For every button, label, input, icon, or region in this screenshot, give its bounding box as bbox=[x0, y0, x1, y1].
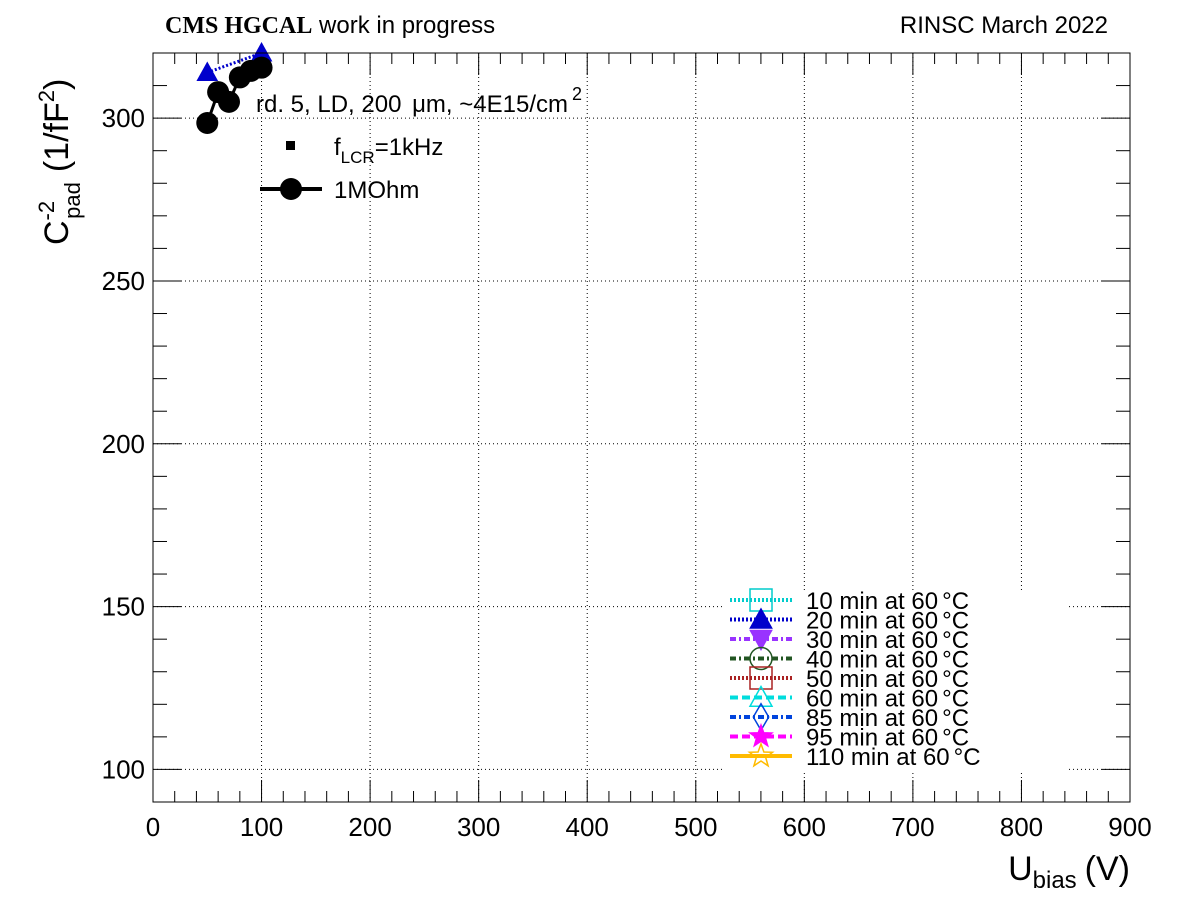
legend-label-3: 40 min at 60 °C bbox=[806, 647, 969, 674]
header-right: RINSC March 2022 bbox=[899, 12, 1108, 39]
x-tick-label: 700 bbox=[891, 812, 934, 842]
legend-marker-7 bbox=[748, 722, 774, 748]
sample-annotation: rd. 5, LD, 200 μm, ~4E15/cm 2 bbox=[256, 84, 582, 118]
y-axis-unit-sup: 2 bbox=[34, 90, 59, 102]
legend-label-1: 20 min at 60 °C bbox=[806, 608, 969, 635]
series-point-1 bbox=[196, 61, 219, 82]
x-tick-label: 400 bbox=[566, 812, 609, 842]
legend-series-name: 110 min at 60 bbox=[806, 744, 950, 771]
sample-label: rd. 5, LD, 200 bbox=[256, 91, 401, 118]
x-tick-label: 500 bbox=[674, 812, 717, 842]
y-axis-main: C bbox=[38, 220, 76, 245]
y-axis-unit: (1/fF bbox=[38, 102, 76, 172]
fluence-label: ~4E15/cm bbox=[459, 91, 568, 118]
legend-label-7: 95 min at 60 °C bbox=[806, 725, 969, 752]
legend-marker-5 bbox=[748, 684, 774, 708]
legend-marker-8 bbox=[747, 741, 775, 768]
y-tick-label: 100 bbox=[102, 754, 145, 784]
black-data-point bbox=[217, 90, 240, 113]
unit-um-label: μm, bbox=[412, 91, 453, 118]
y-tick-labels: 100 150 200 250 300 bbox=[102, 103, 145, 784]
x-tick-label: 200 bbox=[348, 812, 391, 842]
x-axis-sub: bias bbox=[1033, 867, 1077, 894]
legend-label-0: 10 min at 60 °C bbox=[806, 588, 969, 615]
legend-degree-unit: °C bbox=[942, 686, 969, 713]
legend-degree-unit: °C bbox=[942, 608, 969, 635]
legend-label-2: 30 min at 60 °C bbox=[806, 627, 969, 654]
legend-circle-marker bbox=[280, 178, 302, 200]
y-axis-sup: -2 bbox=[34, 201, 59, 221]
x-tick-label: 900 bbox=[1108, 812, 1151, 842]
x-axis-title: Ubias (V) bbox=[1008, 850, 1130, 894]
x-axis-unit: (V) bbox=[1085, 850, 1130, 888]
x-tick-label: 0 bbox=[146, 812, 160, 842]
x-tick-label: 300 bbox=[457, 812, 500, 842]
black-data-point bbox=[196, 112, 219, 135]
y-tick-label: 150 bbox=[102, 592, 145, 622]
legend-series-name: 10 min at 60 bbox=[806, 588, 938, 615]
legend-degree-unit: °C bbox=[942, 725, 969, 752]
legend-freq-suffix: =1kHz bbox=[375, 134, 444, 161]
y-tick-label: 250 bbox=[102, 266, 145, 296]
legend-degree-unit: °C bbox=[942, 705, 969, 732]
legend-series-name: 30 min at 60 bbox=[806, 627, 938, 654]
brand-note: work in progress bbox=[319, 12, 496, 39]
y-axis-sub: pad bbox=[60, 182, 85, 219]
legend-freq-prefix: f bbox=[334, 134, 341, 161]
axis-ticks bbox=[152, 52, 1131, 803]
legend-series-name: 40 min at 60 bbox=[806, 647, 938, 674]
legend-top: fLCR=1kHz 1MOhm bbox=[260, 134, 443, 204]
legend-marker-1 bbox=[749, 607, 773, 629]
legend-degree-unit: °C bbox=[942, 627, 969, 654]
x-tick-label: 600 bbox=[783, 812, 826, 842]
x-axis-main: U bbox=[1008, 850, 1033, 888]
legend-bottom: 10 min at 60 °C20 min at 60 °C30 min at 60… bbox=[730, 588, 981, 771]
legend-freq-sub: LCR bbox=[341, 148, 375, 167]
y-axis-unit-close: ) bbox=[38, 79, 76, 90]
legend-marker-2 bbox=[749, 629, 773, 652]
legend-label-5: 60 min at 60 °C bbox=[806, 686, 969, 713]
x-tick-label: 800 bbox=[1000, 812, 1043, 842]
black-data-point bbox=[250, 56, 273, 79]
brand-label: CMS HGCAL bbox=[165, 13, 313, 39]
legend-freq-entry: fLCR=1kHz bbox=[334, 134, 443, 167]
legend-series-name: 20 min at 60 bbox=[806, 608, 938, 635]
series-line-1 bbox=[206, 51, 263, 74]
legend-series-name: 95 min at 60 bbox=[806, 725, 938, 752]
legend-degree-unit: °C bbox=[954, 744, 981, 771]
y-tick-label: 300 bbox=[102, 103, 145, 133]
legend-label-4: 50 min at 60 °C bbox=[806, 666, 969, 693]
legend-series-name: 85 min at 60 bbox=[806, 705, 938, 732]
data-series bbox=[196, 41, 273, 135]
legend-degree-unit: °C bbox=[942, 647, 969, 674]
y-axis-title: C-2pad (1/fF2) bbox=[34, 79, 85, 245]
legend-series-name: 60 min at 60 bbox=[806, 686, 938, 713]
header-left: CMS HGCAL work in progress bbox=[165, 12, 495, 40]
legend-label-8: 110 min at 60 °C bbox=[806, 744, 981, 771]
legend-degree-unit: °C bbox=[942, 588, 969, 615]
plot-frame bbox=[152, 52, 1131, 803]
legend-square-marker bbox=[286, 141, 295, 150]
legend-degree-unit: °C bbox=[942, 666, 969, 693]
x-tick-label: 100 bbox=[240, 812, 283, 842]
legend-1mohm-label: 1MOhm bbox=[334, 177, 419, 204]
legend-label-6: 85 min at 60 °C bbox=[806, 705, 969, 732]
legend-series-name: 50 min at 60 bbox=[806, 666, 938, 693]
fluence-exponent: 2 bbox=[572, 84, 582, 104]
legend-marker-3 bbox=[749, 646, 773, 671]
x-tick-labels: 0 100 200 300 400 500 600 700 800 900 bbox=[146, 812, 1152, 842]
legend-marker-4 bbox=[749, 666, 773, 690]
y-tick-label: 200 bbox=[102, 429, 145, 459]
